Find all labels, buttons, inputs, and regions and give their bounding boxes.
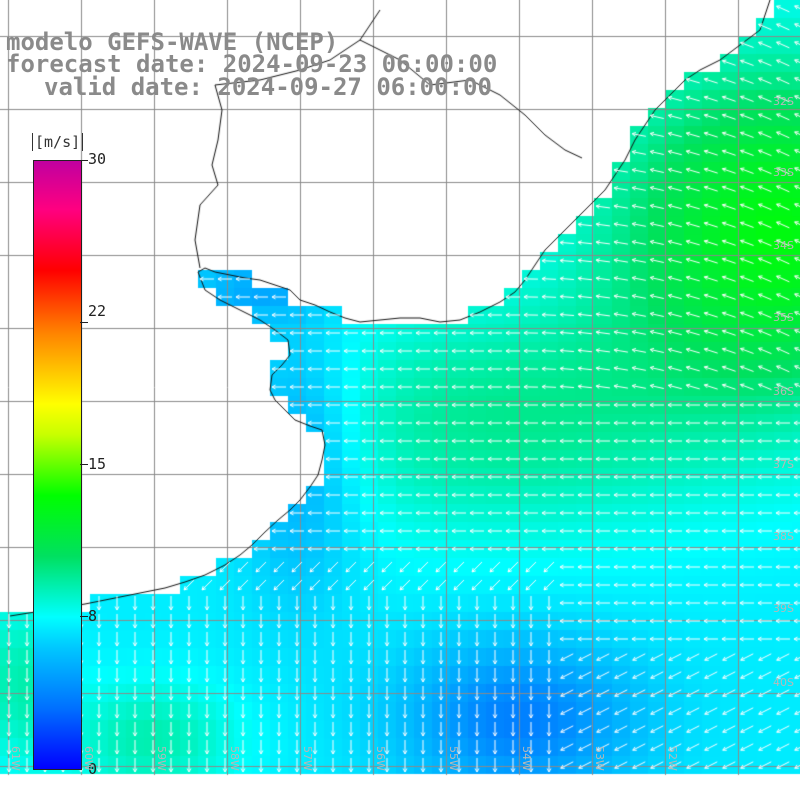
lon-label: 61W — [9, 746, 22, 771]
lat-label: 37S — [773, 458, 794, 471]
lon-label: 58W — [228, 746, 241, 771]
lat-label: 33S — [773, 166, 794, 179]
colorbar-tickmark — [80, 616, 88, 617]
lon-label: 52W — [666, 746, 679, 771]
lon-label: 56W — [374, 746, 387, 771]
lat-label: 38S — [773, 530, 794, 543]
lon-label: 60W — [82, 746, 95, 771]
lon-label: 59W — [155, 746, 168, 771]
colorbar-tick-0: 0 — [88, 760, 98, 778]
lon-label: 55W — [447, 746, 460, 771]
forecast-date: forecast date: 2024-09-23 06:00:00 — [6, 50, 498, 78]
colorbar-tick-8: 8 — [88, 607, 98, 625]
lat-label: 36S — [773, 385, 794, 398]
colorbar-tickmark — [80, 160, 88, 161]
lat-label: 32S — [773, 95, 794, 108]
valid-date: valid date: 2024-09-27 06:00:00 — [44, 73, 492, 101]
lat-label: 34S — [773, 239, 794, 252]
colorbar-unit: [m/s] — [32, 133, 84, 151]
lat-label: 35S — [773, 311, 794, 324]
colorbar-tick-15: 15 — [88, 455, 107, 473]
colorbar-tickmark — [80, 464, 88, 465]
lon-label: 54W — [520, 746, 533, 771]
lat-label: 40S — [773, 676, 794, 689]
lon-label: 57W — [301, 746, 314, 771]
colorbar-tickmark — [80, 322, 88, 323]
lat-label: 39S — [773, 602, 794, 615]
lon-label: 53W — [593, 746, 606, 771]
model-title: modelo GEFS-WAVE (NCEP) — [6, 28, 339, 56]
colorbar-tick-22: 22 — [88, 302, 107, 320]
colorbar — [33, 160, 82, 770]
colorbar-tick-30: 30 — [88, 150, 107, 168]
